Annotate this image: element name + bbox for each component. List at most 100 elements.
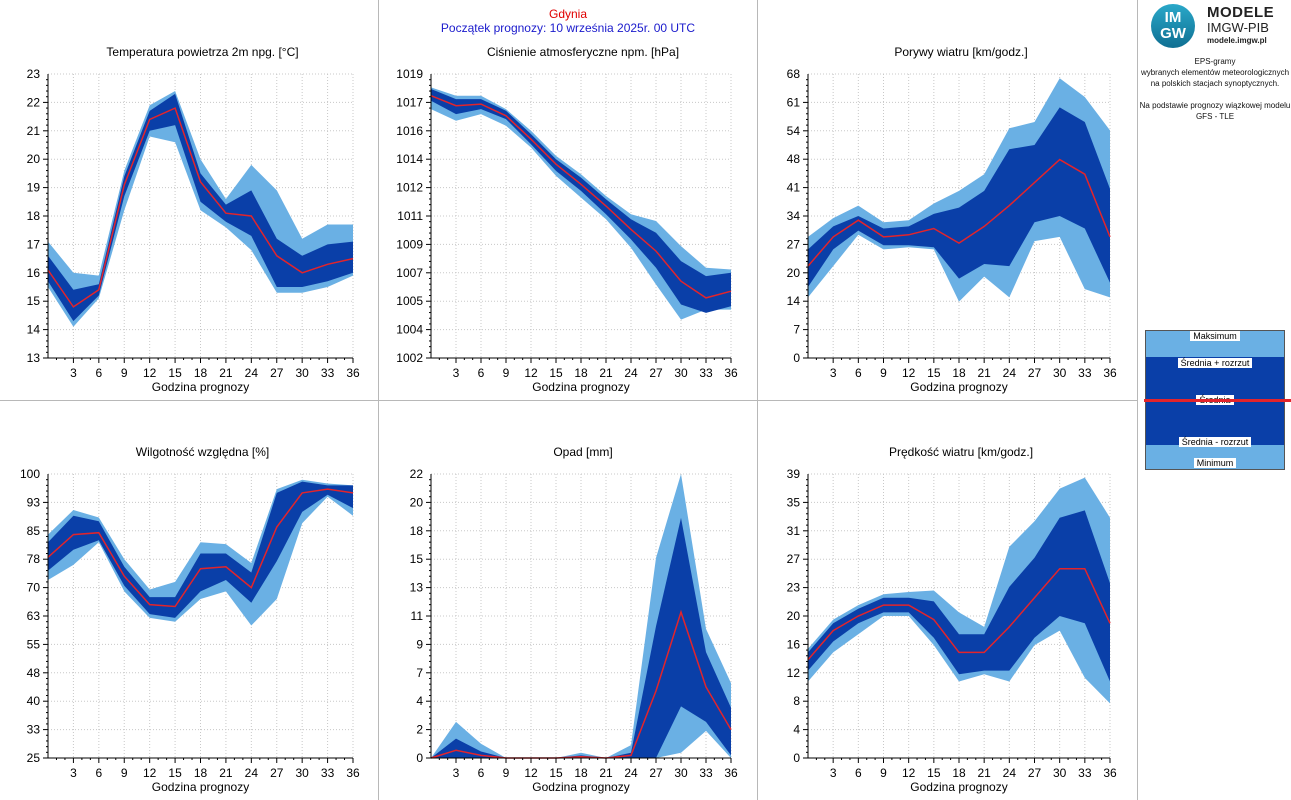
y-tick-label: 27 (787, 552, 801, 566)
x-tick-label: 18 (574, 366, 588, 380)
x-tick-label: 27 (270, 766, 284, 780)
minmax-band (808, 78, 1110, 302)
x-tick-label: 9 (121, 766, 128, 780)
x-tick-label: 36 (724, 366, 738, 380)
x-tick-label: 3 (70, 366, 77, 380)
mean-line (47, 488, 354, 608)
y-tick-label: 78 (27, 552, 41, 566)
x-tick-label: 9 (503, 766, 510, 780)
x-tick-label: 24 (1003, 366, 1017, 380)
y-tick-label: 20 (787, 609, 801, 623)
desc-line-3: na polskich stacjach synoptycznych. (1150, 79, 1280, 88)
y-tick-label: 48 (27, 666, 41, 680)
x-tick-label: 6 (478, 366, 485, 380)
logo-title: MODELE (1207, 4, 1275, 21)
x-tick-label: 24 (1003, 766, 1017, 780)
minmax-band (808, 477, 1110, 704)
chart-title: Opad [mm] (553, 445, 612, 459)
x-tick-label: 6 (95, 366, 102, 380)
y-tick-label: 11 (411, 609, 424, 623)
y-tick-label: 1012 (396, 181, 423, 195)
imgw-logo[interactable]: IM GW MODELE IMGW-PIB modele.imgw.pl (1147, 2, 1287, 48)
chart-title: Ciśnienie atmosferyczne npm. [hPa] (487, 45, 679, 59)
y-tick-label: 0 (793, 351, 800, 365)
logo-url: modele.imgw.pl (1207, 36, 1267, 45)
y-tick-label: 27 (787, 237, 801, 251)
x-tick-label: 24 (624, 366, 638, 380)
x-tick-label: 3 (453, 766, 460, 780)
x-tick-label: 21 (219, 766, 233, 780)
desc-line-4: Na podstawie prognozy wiązkowej modelu (1139, 101, 1291, 110)
y-tick-label: 20 (27, 152, 41, 166)
x-tick-label: 9 (121, 366, 128, 380)
x-tick-label: 30 (674, 366, 688, 380)
x-tick-label: 18 (194, 766, 208, 780)
x-tick-label: 18 (574, 766, 588, 780)
y-tick-label: 1005 (396, 294, 423, 308)
x-tick-label: 24 (624, 766, 638, 780)
y-tick-label: 63 (27, 609, 41, 623)
spread-band (808, 107, 1110, 288)
y-tick-label: 1011 (397, 209, 423, 223)
y-tick-label: 93 (27, 495, 41, 509)
x-axis-label: Godzina prognozy (910, 780, 1007, 794)
x-tick-label: 33 (321, 766, 335, 780)
y-tick-label: 1004 (396, 323, 423, 337)
spread-band (431, 89, 731, 313)
x-tick-label: 27 (649, 366, 663, 380)
x-tick-label: 15 (549, 766, 563, 780)
legend-label-max: Maksimum (1146, 331, 1284, 342)
x-tick-label: 30 (1053, 366, 1067, 380)
x-tick-label: 9 (503, 366, 510, 380)
x-axis-label: Godzina prognozy (532, 780, 629, 794)
chart-title: Wilgotność względna [%] (136, 445, 269, 459)
spread-band (808, 510, 1110, 682)
x-tick-label: 36 (346, 766, 360, 780)
y-tick-label: 13 (27, 351, 41, 365)
x-tick-label: 30 (295, 766, 309, 780)
y-tick-label: 61 (787, 95, 801, 109)
y-tick-label: 4 (416, 694, 423, 708)
y-tick-label: 16 (27, 266, 41, 280)
y-tick-label: 7 (416, 666, 423, 680)
x-tick-label: 36 (724, 766, 738, 780)
x-tick-label: 21 (599, 766, 613, 780)
x-tick-label: 30 (1053, 766, 1067, 780)
y-tick-label: 33 (27, 723, 41, 737)
y-tick-label: 23 (787, 581, 801, 595)
y-tick-label: 85 (27, 524, 41, 538)
y-tick-label: 12 (787, 666, 801, 680)
x-tick-label: 33 (321, 366, 335, 380)
y-tick-label: 19 (27, 181, 41, 195)
x-tick-label: 9 (880, 366, 887, 380)
y-tick-label: 0 (416, 751, 423, 765)
y-tick-label: 9 (416, 637, 423, 651)
y-tick-label: 1017 (396, 95, 423, 109)
y-tick-label: 34 (787, 209, 801, 223)
legend-label-mean-minus: Średnia - rozrzut (1146, 437, 1284, 448)
legend-label-min: Minimum (1146, 458, 1284, 469)
x-tick-label: 36 (1103, 366, 1117, 380)
x-tick-label: 6 (95, 766, 102, 780)
x-tick-label: 33 (699, 766, 713, 780)
plot-grid (48, 73, 354, 359)
x-tick-label: 18 (194, 366, 208, 380)
y-tick-label: 35 (787, 495, 801, 509)
x-tick-label: 33 (1078, 766, 1092, 780)
mean-line (807, 158, 1111, 267)
x-tick-label: 24 (245, 366, 259, 380)
imgw-logo-mark: IM GW (1151, 4, 1195, 48)
y-tick-label: 1002 (396, 351, 423, 365)
y-tick-label: 54 (787, 124, 801, 138)
y-tick-label: 2 (416, 723, 423, 737)
y-tick-label: 25 (27, 751, 41, 765)
y-tick-label: 17 (27, 237, 41, 251)
x-tick-label: 15 (168, 766, 182, 780)
x-tick-label: 3 (830, 766, 837, 780)
chart-title: Porywy wiatru [km/godz.] (894, 45, 1027, 59)
y-tick-label: 4 (793, 723, 800, 737)
desc-line-1: EPS-gramy (1194, 57, 1236, 66)
x-tick-label: 6 (855, 366, 862, 380)
